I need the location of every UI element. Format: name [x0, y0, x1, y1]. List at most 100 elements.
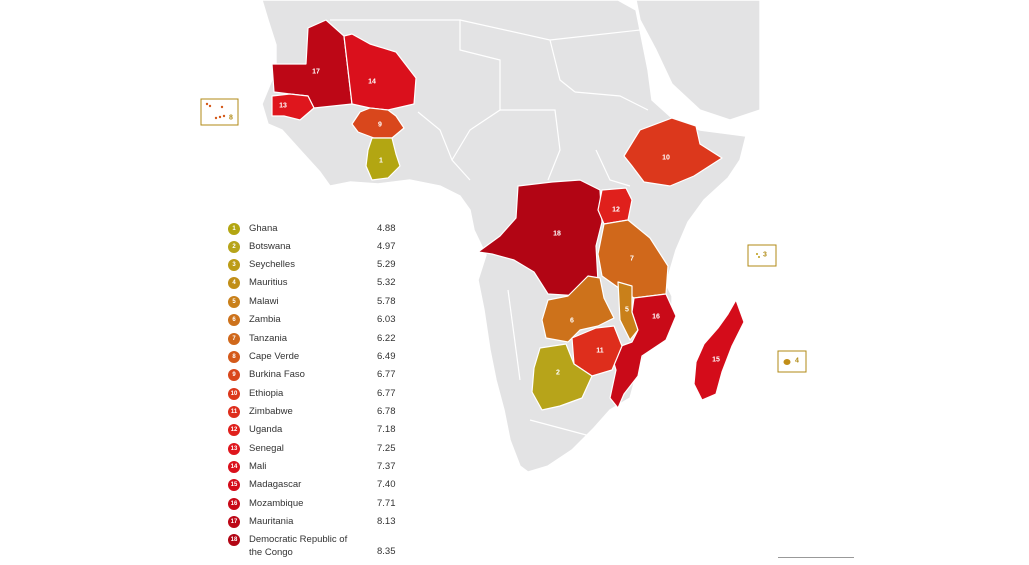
- ranked-countries: [271, 19, 745, 411]
- inset-label: 8: [229, 115, 233, 122]
- country-shape: [693, 299, 745, 401]
- map-label: 5: [625, 307, 629, 314]
- inset-label: 4: [795, 358, 799, 365]
- legend-country-name: Madagascar: [249, 479, 302, 490]
- legend-row: 14 Mali 7.37: [228, 460, 418, 476]
- legend-value: 6.78: [377, 406, 396, 417]
- legend-country-name: Seychelles: [249, 259, 295, 270]
- country-shape: [351, 107, 405, 139]
- legend-value: 6.77: [377, 369, 396, 380]
- legend-row: 5 Malawi 5.78: [228, 295, 418, 311]
- legend-rank-badge: 1: [228, 223, 240, 235]
- legend-country-name: Mauritania: [249, 516, 294, 527]
- inset-cape-verde: 8: [200, 98, 239, 126]
- legend-row: 12 Uganda 7.18: [228, 423, 418, 439]
- legend-country-name: Zimbabwe: [249, 406, 293, 417]
- legend-row: 9 Burkina Faso 6.77: [228, 368, 418, 384]
- legend-country-name: Burkina Faso: [249, 369, 305, 380]
- legend-country-name: Tanzania: [249, 333, 288, 344]
- legend-rank-badge: 18: [228, 534, 240, 546]
- legend-country-name: Ethiopia: [249, 388, 284, 399]
- legend-value: 8.13: [377, 516, 396, 527]
- legend-country-name: Uganda: [249, 424, 283, 435]
- legend-value: 6.22: [377, 333, 396, 344]
- legend-row: 13 Senegal 7.25: [228, 442, 418, 458]
- legend-country-name: Mozambique: [249, 498, 304, 509]
- legend-rank-badge: 5: [228, 296, 240, 308]
- legend-rank-badge: 11: [228, 406, 240, 418]
- legend-row: 3 Seychelles 5.29: [228, 258, 418, 274]
- inset-seychelles: 3: [747, 244, 777, 267]
- legend-rank-badge: 8: [228, 351, 240, 363]
- legend-country-name: Cape Verde: [249, 351, 300, 362]
- map-label: 17: [312, 69, 320, 76]
- map-label: 18: [553, 231, 561, 238]
- legend-country-name: Botswana: [249, 241, 291, 252]
- legend-row: 10 Ethiopia 6.77: [228, 387, 418, 403]
- legend-rank-badge: 3: [228, 259, 240, 271]
- legend-value: 6.77: [377, 388, 396, 399]
- legend-value: 4.88: [377, 223, 396, 234]
- map-label: 9: [378, 122, 382, 129]
- map-label: 2: [556, 370, 560, 377]
- legend-row: 17 Mauritania 8.13: [228, 515, 418, 531]
- legend-country-name: Mali: [249, 461, 267, 472]
- map-label: 7: [630, 256, 634, 263]
- scale-line: [778, 557, 854, 558]
- legend-row: 7 Tanzania 6.22: [228, 332, 418, 348]
- legend-row: 11 Zimbabwe 6.78: [228, 405, 418, 421]
- legend-rank-badge: 6: [228, 314, 240, 326]
- legend-rank-badge: 15: [228, 479, 240, 491]
- legend-row: 4 Mauritius 5.32: [228, 276, 418, 292]
- country-shape: [531, 343, 593, 411]
- legend-row: 18 Democratic Republic of the Congo 8.35: [228, 533, 418, 558]
- map-label: 12: [612, 207, 620, 214]
- legend-value: 7.40: [377, 479, 396, 490]
- map-label: 10: [662, 155, 670, 162]
- legend-value: 6.03: [377, 314, 396, 325]
- map-label: 11: [596, 348, 604, 355]
- legend-value: 7.25: [377, 443, 396, 454]
- legend-value: 7.71: [377, 498, 396, 509]
- inset-mauritius: 4: [777, 350, 807, 373]
- legend-value: 8.35: [377, 546, 396, 557]
- map-label: 6: [570, 318, 574, 325]
- country-shape: [271, 93, 315, 121]
- country-shape: [477, 179, 603, 297]
- legend-row: 15 Madagascar 7.40: [228, 478, 418, 494]
- legend-value: 7.37: [377, 461, 396, 472]
- map-label: 16: [652, 314, 660, 321]
- legend-value: 4.97: [377, 241, 396, 252]
- legend-value: 7.18: [377, 424, 396, 435]
- legend-value: 6.49: [377, 351, 396, 362]
- legend-row: 8 Cape Verde 6.49: [228, 350, 418, 366]
- legend-row: 16 Mozambique 7.71: [228, 497, 418, 513]
- legend-rank-badge: 7: [228, 333, 240, 345]
- legend-value: 5.29: [377, 259, 396, 270]
- legend-value: 5.32: [377, 277, 396, 288]
- legend-row: 2 Botswana 4.97: [228, 240, 418, 256]
- country-shape: [541, 275, 615, 343]
- legend-country-name: Ghana: [249, 223, 278, 234]
- legend-rank-badge: 9: [228, 369, 240, 381]
- legend-country-name: Zambia: [249, 314, 281, 325]
- map-label: 1: [379, 158, 383, 165]
- legend-country-name: Senegal: [249, 443, 284, 454]
- legend-rank-badge: 16: [228, 498, 240, 510]
- arabia-landmass: [635, 0, 761, 121]
- legend-rank-badge: 12: [228, 424, 240, 436]
- legend-rank-badge: 17: [228, 516, 240, 528]
- legend-rank-badge: 10: [228, 388, 240, 400]
- legend-rank-badge: 13: [228, 443, 240, 455]
- legend-value: 5.78: [377, 296, 396, 307]
- legend-rank-badge: 2: [228, 241, 240, 253]
- legend-rank-badge: 14: [228, 461, 240, 473]
- legend-country-name: Democratic Republic of the Congo: [249, 534, 348, 558]
- legend-rank-badge: 4: [228, 277, 240, 289]
- legend-country-name: Mauritius: [249, 277, 288, 288]
- country-shape: [365, 137, 401, 181]
- country-shape: [609, 293, 677, 409]
- legend-row: 1 Ghana 4.88: [228, 222, 418, 238]
- map-label: 13: [279, 103, 287, 110]
